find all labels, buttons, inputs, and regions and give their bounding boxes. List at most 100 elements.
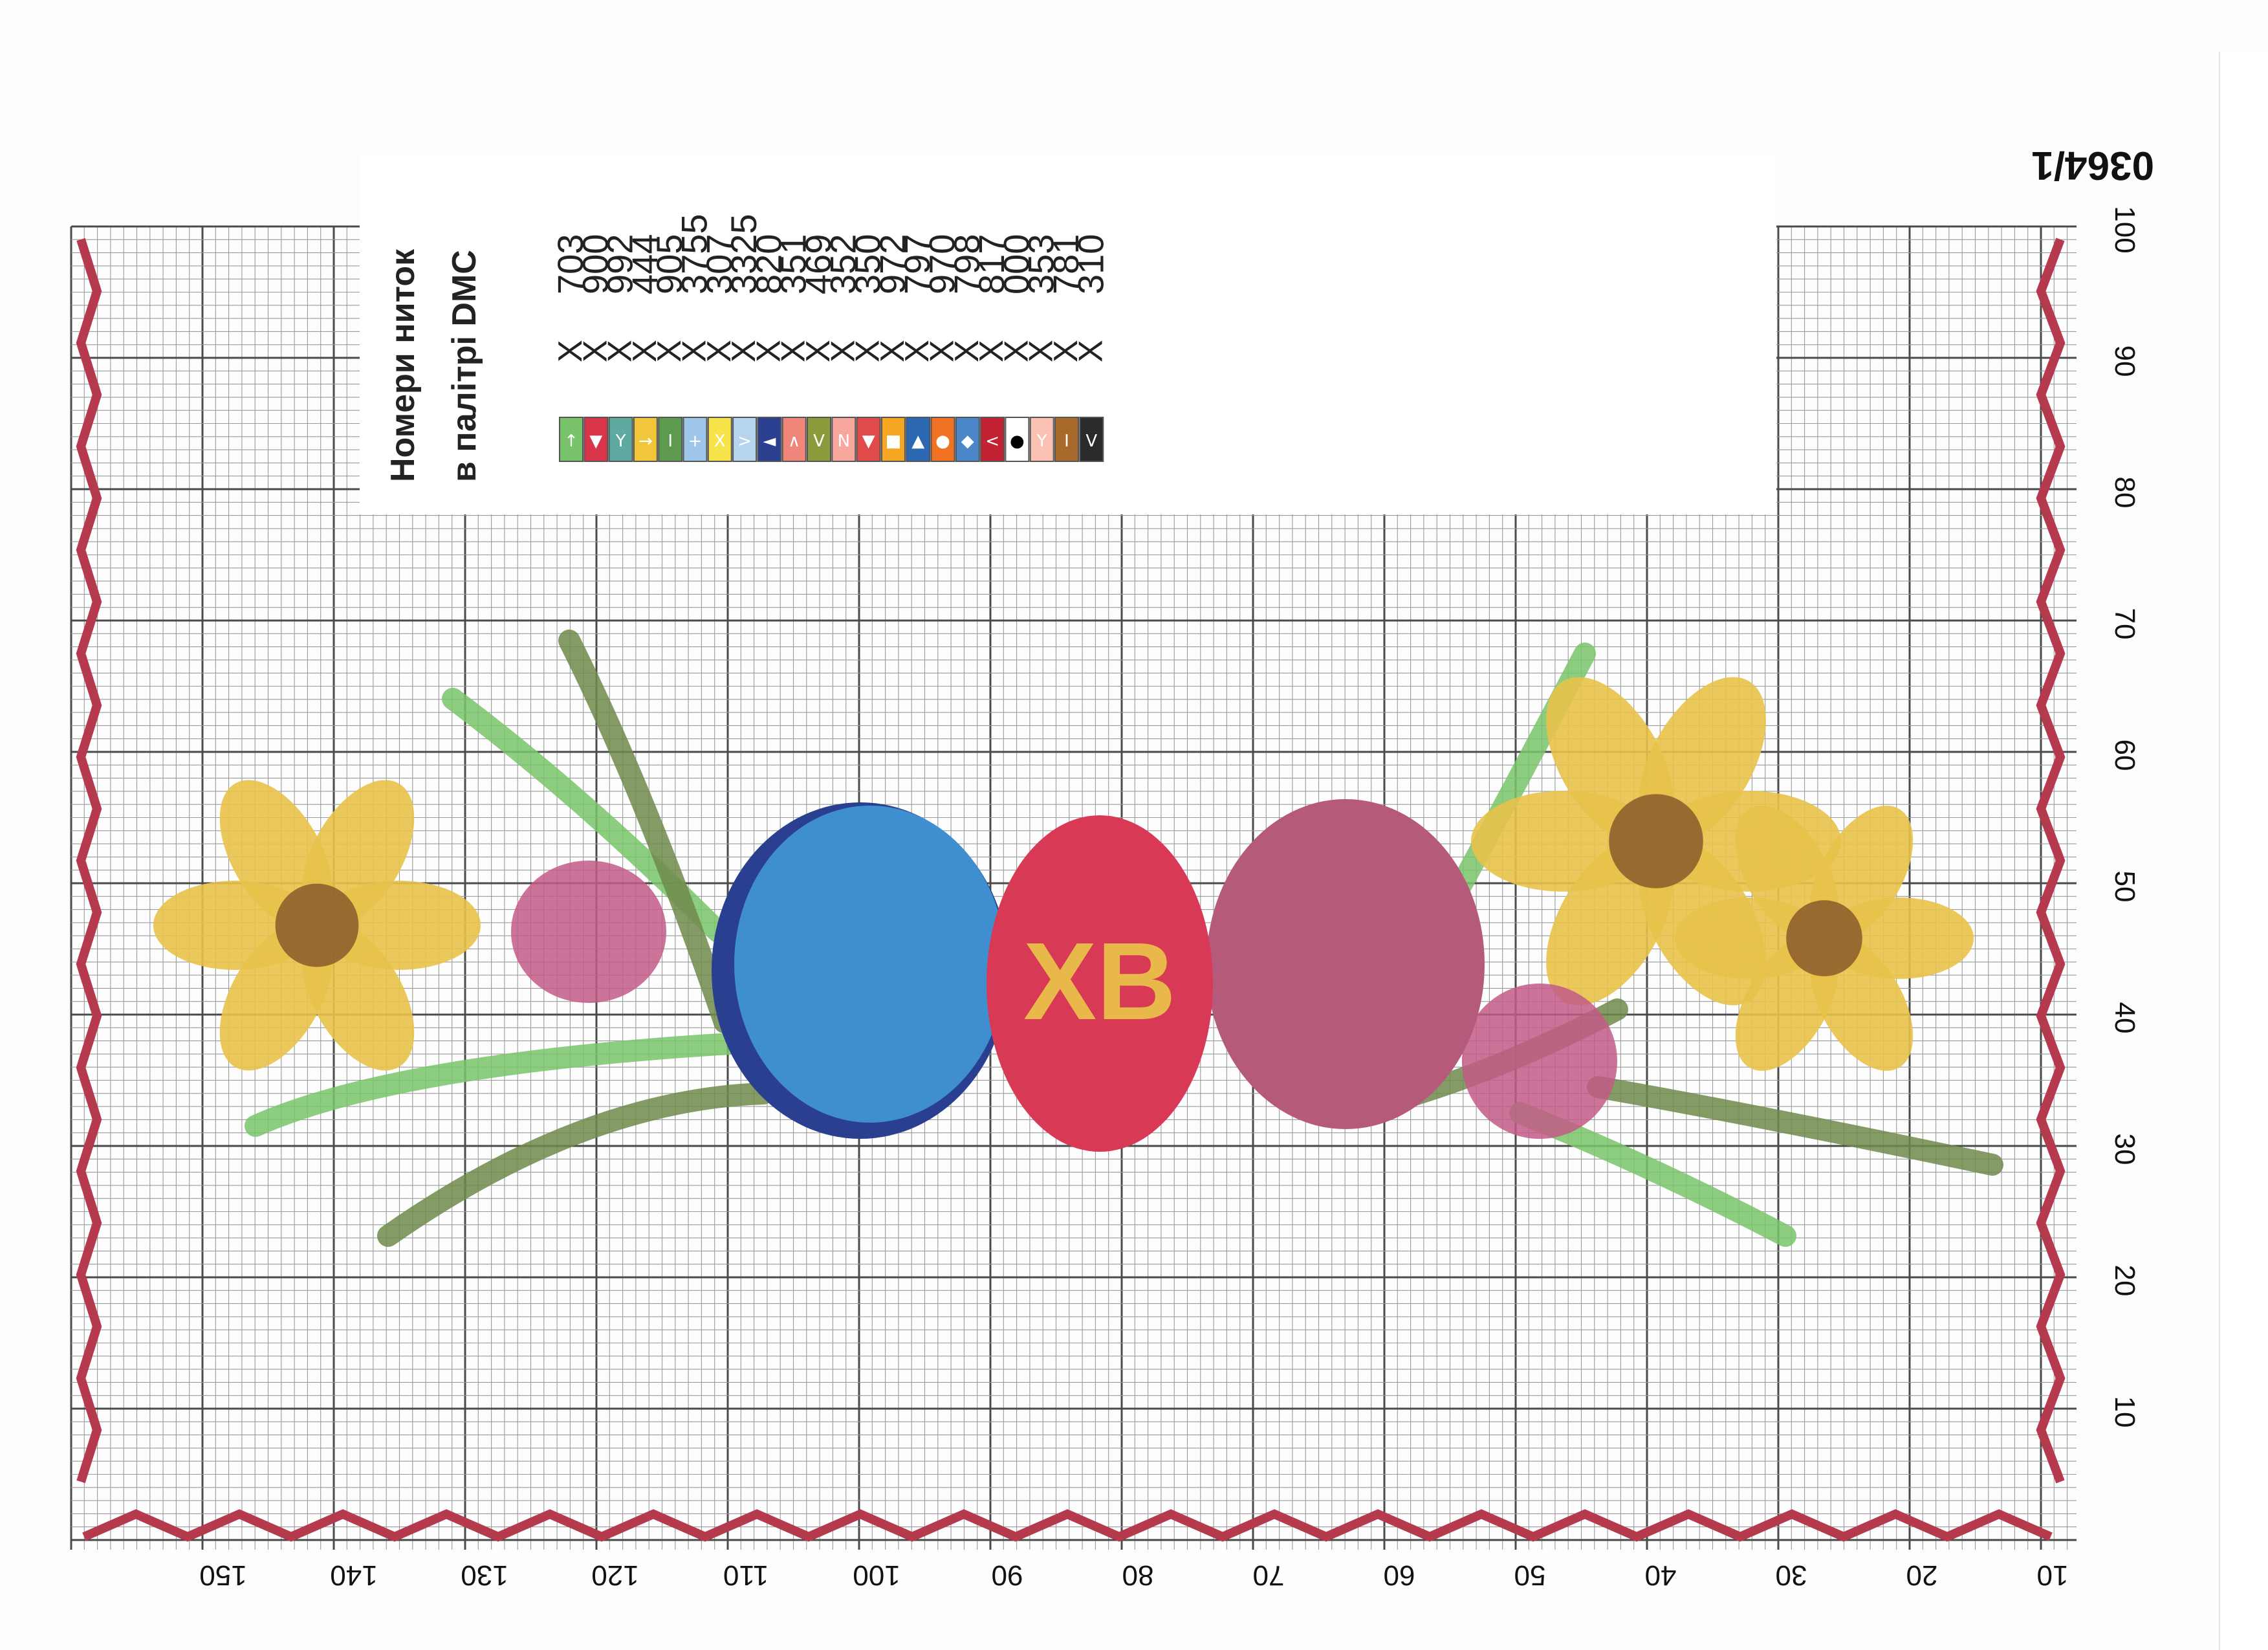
legend-code: 992 <box>600 234 640 294</box>
leaf-stem <box>558 630 736 1033</box>
scan-margin <box>2219 52 2268 1650</box>
legend-swatch <box>906 417 931 462</box>
legend-symbol: X <box>714 432 726 451</box>
legend-symbol: Y <box>615 432 626 451</box>
column-axis-label: 110 <box>723 1559 769 1591</box>
legend-swatch <box>633 417 658 462</box>
legend-code: 350 <box>847 234 888 294</box>
legend-swatch <box>707 417 732 462</box>
row-axis-label: 50 <box>2109 871 2141 903</box>
legend-swatch <box>732 417 758 462</box>
legend-swatch <box>559 417 583 462</box>
legend-times-sign: X <box>973 340 1010 362</box>
purple-egg <box>1206 799 1485 1129</box>
column-axis-label: 150 <box>199 1559 246 1591</box>
decorative-border <box>76 237 2066 1542</box>
legend-code: 820 <box>748 234 789 294</box>
daffodil-center <box>1786 900 1862 976</box>
legend-title-line1: Номери ниток <box>384 248 422 482</box>
tulip-right <box>1462 984 1617 1139</box>
legend-code: 444 <box>624 234 665 294</box>
column-axis-label: 50 <box>1514 1559 1546 1591</box>
legend-code: 781 <box>1045 234 1086 294</box>
column-axis-label: 60 <box>1384 1559 1415 1591</box>
legend-symbol: ▼ <box>589 432 602 451</box>
row-axis-label: 30 <box>2109 1134 2141 1165</box>
tulip-left <box>511 861 666 1003</box>
legend-swatch <box>980 417 1005 462</box>
legend-symbol: I <box>1064 432 1069 451</box>
legend-swatch <box>608 417 633 462</box>
legend-symbol: ◆ <box>961 432 974 451</box>
legend-times-sign: X <box>725 340 763 362</box>
column-axis-label: 90 <box>992 1559 1023 1591</box>
legend-code: 307 <box>699 234 739 294</box>
legend-times-sign: X <box>602 340 639 362</box>
legend-times-sign: X <box>800 340 837 362</box>
legend-code: 970 <box>922 234 963 294</box>
legend-symbol: ● <box>935 432 950 451</box>
egg-inscription: XB <box>1023 920 1176 1043</box>
pattern-id: 0364/1 <box>2031 143 2154 188</box>
column-axis-label: 130 <box>461 1559 508 1591</box>
legend-times-sign: X <box>924 340 961 362</box>
legend-symbol: → <box>638 432 653 451</box>
border-zigzag <box>76 237 102 1484</box>
legend-code: 3755 <box>674 214 715 294</box>
legend-symbol: ∧ <box>788 432 800 451</box>
legend-symbol: ▲ <box>911 432 924 451</box>
column-axis-label: 70 <box>1253 1559 1285 1591</box>
legend-times-sign: X <box>626 340 664 362</box>
red-egg <box>987 815 1213 1152</box>
legend-symbol: V <box>813 432 825 451</box>
row-axis-label: 90 <box>2109 346 2141 377</box>
legend-times-sign: X <box>651 340 688 362</box>
row-axis-label: 10 <box>2109 1396 2141 1428</box>
legend-swatch <box>1029 417 1054 462</box>
legend-swatch <box>781 417 807 462</box>
legend-symbol: ◄ <box>763 432 776 451</box>
legend-symbol: N <box>838 432 850 451</box>
legend-code: 905 <box>649 234 690 294</box>
border-zigzag <box>2036 237 2066 1484</box>
column-axis-label: 40 <box>1645 1559 1677 1591</box>
blue-egg <box>734 806 1006 1123</box>
legend-swatch <box>682 417 708 462</box>
legend-times-sign: X <box>998 340 1035 362</box>
legend-code: 000 <box>996 234 1036 294</box>
leaf-stem <box>245 1031 774 1137</box>
legend-times-sign: X <box>948 340 986 362</box>
column-axis-label: 100 <box>853 1559 900 1591</box>
row-axis-label: 20 <box>2109 1265 2141 1297</box>
legend-times-sign: X <box>576 340 614 362</box>
column-axis-label: 120 <box>591 1559 638 1591</box>
legend-symbol: I <box>668 432 673 451</box>
legend-times-sign: X <box>750 340 787 362</box>
legend-swatch <box>831 417 856 462</box>
legend-code: 798 <box>946 234 987 294</box>
legend-times-sign: X <box>552 340 589 362</box>
legend-code: 703 <box>550 234 591 294</box>
legend-times-sign: X <box>1023 340 1060 362</box>
legend-code: 351 <box>773 234 814 294</box>
legend-symbol: Y <box>1036 432 1047 451</box>
legend-symbol: ↑ <box>564 432 578 451</box>
legend-times-sign: X <box>775 340 812 362</box>
leaf-stem <box>1587 1076 2003 1176</box>
leaf-stem <box>377 1083 774 1247</box>
column-axis-label: 30 <box>1776 1559 1807 1591</box>
column-axis-label: 80 <box>1122 1559 1154 1591</box>
legend-swatch <box>807 417 831 462</box>
legend-code: 797 <box>897 234 937 294</box>
legend-swatch <box>658 417 683 462</box>
legend-code: 900 <box>574 234 615 294</box>
thread-legend: Номери ниток в палітрі DMC ↑ X 703 ▼ X 900 Y X 9… <box>384 214 1111 482</box>
legend-swatch <box>757 417 782 462</box>
row-axis-label: 80 <box>2109 477 2141 509</box>
legend-times-sign: X <box>1047 340 1085 362</box>
legend-symbol: V <box>1085 432 1097 451</box>
border-zigzag <box>82 1509 2053 1542</box>
row-axis-label: 70 <box>2109 608 2141 640</box>
